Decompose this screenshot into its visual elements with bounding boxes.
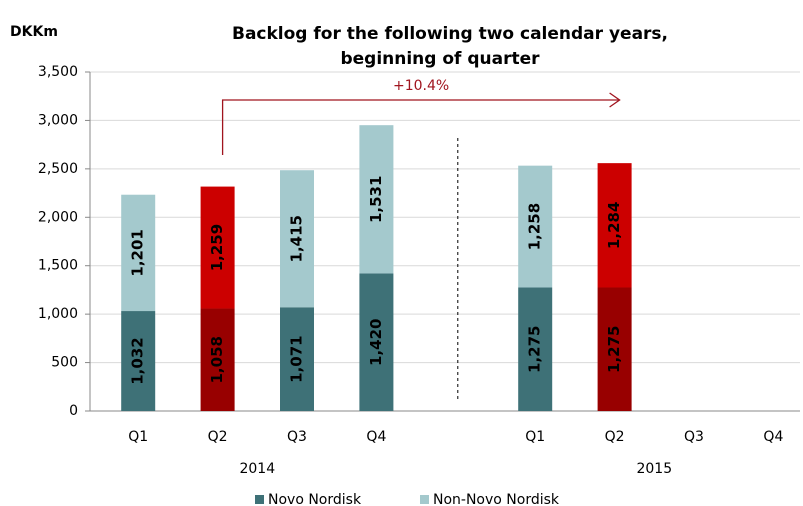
- value-label: 1,420: [367, 319, 385, 366]
- legend-swatch: [420, 495, 429, 504]
- bar-segment: [518, 287, 553, 411]
- x-tick-label: Q2: [605, 429, 625, 445]
- value-label: 1,071: [288, 335, 306, 382]
- bar-segment: [518, 165, 553, 288]
- y-tick-label: 1,000: [38, 306, 78, 322]
- x-tick-label: Q3: [287, 429, 307, 445]
- group-label: 2015: [636, 461, 672, 477]
- x-tick-label: Q1: [525, 429, 545, 445]
- bar-segment: [280, 307, 314, 411]
- value-label: 1,032: [129, 337, 147, 384]
- annotation-arrow: [221, 99, 620, 155]
- bar-segment: [597, 287, 632, 411]
- annotation: +10.4%: [393, 78, 449, 94]
- y-tick-label: 3,000: [38, 112, 78, 128]
- bar-segment: [200, 308, 235, 411]
- bar-segment: [121, 311, 156, 411]
- bar-segment: [121, 194, 156, 312]
- y-tick-label: 1,500: [38, 258, 78, 274]
- y-tick-label: 0: [69, 403, 78, 419]
- value-label: 1,275: [605, 326, 623, 373]
- chart-title: Backlog for the following two calendar y…: [232, 24, 668, 44]
- y-tick-label: 2,500: [38, 161, 78, 177]
- bar-segment: [597, 163, 632, 288]
- value-label: 1,058: [208, 336, 226, 383]
- group-label: 2014: [239, 461, 275, 477]
- x-tick-label: Q4: [366, 429, 386, 445]
- value-label: 1,259: [208, 224, 226, 271]
- x-tick-label: Q3: [684, 429, 704, 445]
- value-label: 1,201: [129, 229, 147, 276]
- x-tick-label: Q1: [128, 429, 148, 445]
- bar-segment: [359, 273, 394, 411]
- arrow-head: [609, 92, 621, 108]
- value-label: 1,415: [288, 215, 306, 262]
- y-tick-label: 2,000: [38, 209, 78, 225]
- bar-segment: [200, 186, 235, 309]
- y-axis-label: DKKm: [10, 24, 58, 40]
- value-label: 1,258: [526, 203, 544, 250]
- x-tick-label: Q2: [208, 429, 228, 445]
- bar-segment: [280, 170, 314, 308]
- legend-swatch: [255, 495, 264, 504]
- y-tick-label: 500: [51, 355, 78, 371]
- chart-title: beginning of quarter: [340, 49, 540, 69]
- legend-label: Novo Nordisk: [268, 492, 362, 506]
- value-label: 1,531: [367, 176, 385, 223]
- value-label: 1,284: [605, 202, 623, 249]
- y-tick-label: 3,500: [38, 64, 78, 80]
- bar-segment: [359, 125, 394, 274]
- value-label: 1,275: [526, 326, 544, 373]
- legend-label: Non-Novo Nordisk: [433, 492, 560, 506]
- x-tick-label: Q4: [763, 429, 783, 445]
